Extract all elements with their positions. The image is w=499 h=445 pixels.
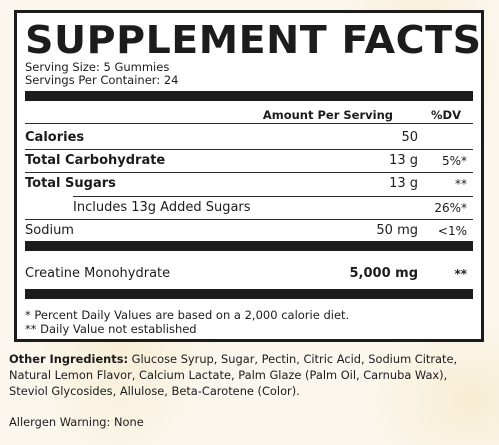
nutrient-row-calories: Calories 50 bbox=[25, 127, 473, 149]
serving-size: Serving Size: 5 Gummies bbox=[25, 60, 170, 74]
nutrient-name: Total Sugars bbox=[25, 176, 116, 191]
nutrient-row-total-carbohydrate: Total Carbohydrate 13 g 5%* bbox=[25, 150, 473, 172]
nutrient-dv: ** bbox=[455, 177, 467, 191]
nutrient-name: Total Carbohydrate bbox=[25, 153, 166, 168]
header-daily-value: %DV bbox=[431, 108, 461, 122]
allergen-warning: Allergen Warning: None bbox=[9, 415, 144, 429]
other-ingredients-text: Glucose Syrup, Sugar, Pectin, Citric Aci… bbox=[9, 352, 458, 398]
nutrient-amount: 13 g bbox=[389, 176, 418, 191]
nutrient-row-added-sugars: Includes 13g Added Sugars 26%* bbox=[25, 197, 473, 219]
servings-per-container: Servings Per Container: 24 bbox=[25, 73, 179, 87]
nutrient-row-creatine: Creatine Monohydrate 5,000 mg ** bbox=[25, 263, 473, 285]
divider bbox=[25, 172, 473, 173]
divider bbox=[25, 123, 473, 124]
nutrient-dv: 26%* bbox=[434, 201, 467, 215]
header-amount-per-serving: Amount Per Serving bbox=[262, 108, 393, 122]
nutrient-amount: 50 bbox=[401, 130, 418, 145]
nutrient-name: Sodium bbox=[25, 223, 74, 238]
nutrient-name: Creatine Monohydrate bbox=[25, 266, 171, 281]
nutrient-row-sodium: Sodium 50 mg <1% bbox=[25, 220, 473, 242]
divider bbox=[25, 149, 473, 150]
nutrient-dv: ** bbox=[454, 267, 467, 281]
footnote-daily-values: * Percent Daily Values are based on a 2,… bbox=[25, 308, 350, 322]
divider bbox=[25, 219, 473, 220]
nutrient-dv: 5%* bbox=[441, 154, 467, 168]
nutrient-row-total-sugars: Total Sugars 13 g ** bbox=[25, 173, 473, 195]
nutrient-amount: 50 mg bbox=[376, 223, 418, 238]
footnote-not-established: ** Daily Value not established bbox=[25, 322, 197, 336]
supplement-facts-panel: SUPPLEMENT FACTS Serving Size: 5 Gummies… bbox=[14, 10, 484, 342]
facts-title: SUPPLEMENT FACTS bbox=[25, 18, 482, 62]
divider bbox=[73, 196, 473, 197]
other-ingredients-label: Other Ingredients: bbox=[9, 352, 129, 366]
nutrient-name: Calories bbox=[25, 130, 85, 145]
thick-divider bbox=[25, 241, 473, 251]
thick-divider bbox=[25, 91, 473, 101]
nutrient-amount: 13 g bbox=[389, 153, 418, 168]
other-ingredients: Other Ingredients: Glucose Syrup, Sugar,… bbox=[9, 351, 487, 399]
nutrient-dv: <1% bbox=[437, 224, 467, 238]
nutrient-amount: 5,000 mg bbox=[349, 266, 419, 281]
thick-divider bbox=[25, 289, 473, 299]
nutrient-name: Includes 13g Added Sugars bbox=[73, 200, 251, 215]
